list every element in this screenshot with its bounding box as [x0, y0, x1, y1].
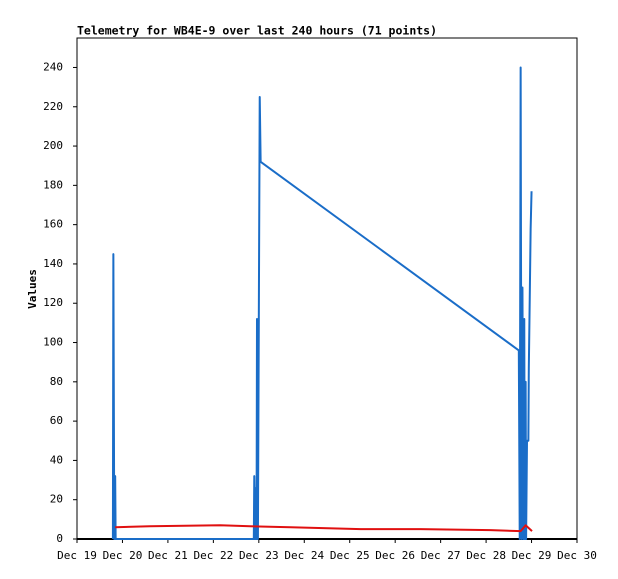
x-tick-label: Dec 29: [512, 549, 552, 562]
x-tick-label: Dec 19: [57, 549, 97, 562]
y-tick-label: 80: [50, 375, 63, 388]
y-tick-label: 240: [43, 60, 63, 73]
y-tick-label: 60: [50, 414, 63, 427]
series-line: [115, 524, 533, 533]
y-tick-label: 140: [43, 257, 63, 270]
x-tick-label: Dec 25: [330, 549, 370, 562]
y-tick-label: 200: [43, 139, 63, 152]
x-tick-label: Dec 27: [421, 549, 461, 562]
y-tick-label: 0: [56, 532, 63, 545]
y-tick-label: 120: [43, 296, 63, 309]
x-tick-label: Dec 21: [148, 549, 188, 562]
y-tick-label: 20: [50, 493, 63, 506]
x-tick-label: Dec 28: [466, 549, 506, 562]
y-axis-label: Values: [26, 269, 39, 309]
y-tick-label: 40: [50, 453, 63, 466]
x-tick-label: Dec 24: [284, 549, 324, 562]
y-tick-label: 100: [43, 336, 63, 349]
y-tick-label: 220: [43, 100, 63, 113]
y-tick-label: 160: [43, 218, 63, 231]
x-tick-label: Dec 20: [103, 549, 143, 562]
series-line: [111, 66, 533, 540]
x-tick-label: Dec 23: [239, 549, 279, 562]
x-tick-label: Dec 22: [193, 549, 233, 562]
chart-title: Telemetry for WB4E-9 over last 240 hours…: [77, 24, 437, 38]
y-tick-label: 180: [43, 178, 63, 191]
x-tick-label: Dec 30: [557, 549, 597, 562]
x-tick-label: Dec 26: [375, 549, 415, 562]
